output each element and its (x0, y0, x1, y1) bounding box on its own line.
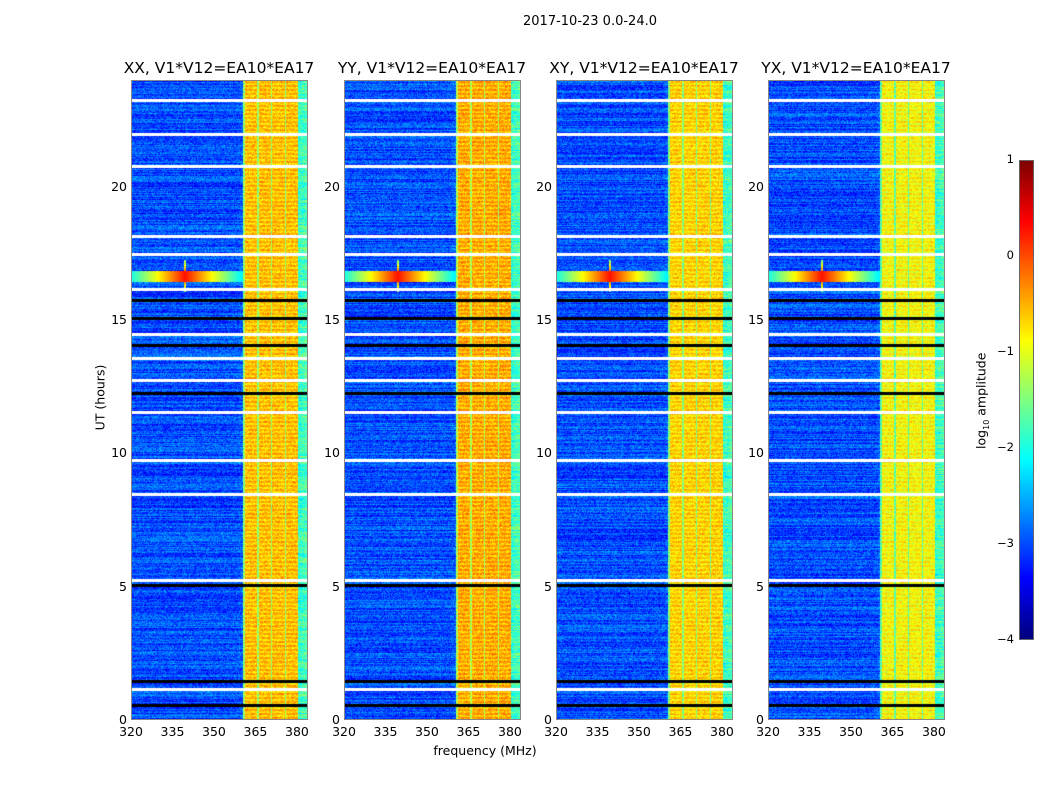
heatmap-panel (344, 80, 521, 720)
x-tick-label: 380 (710, 724, 734, 739)
y-tick-label: 5 (119, 578, 127, 594)
panel-title: YY, V1*V12=EA10*EA17 (337, 59, 527, 77)
panel-title: XX, V1*V12=EA10*EA17 (123, 59, 315, 77)
colorbar-label-sub: 10 (981, 419, 991, 430)
x-tick-label: 380 (922, 724, 946, 739)
panel-title: XY, V1*V12=EA10*EA17 (549, 59, 739, 77)
x-tick-label: 350 (839, 724, 863, 739)
y-tick-label: 15 (324, 312, 340, 327)
heatmap-cells (345, 81, 520, 719)
y-tick-label: 15 (748, 312, 764, 327)
colorbar-label-tail: amplitude (973, 352, 989, 420)
x-tick-label: 365 (243, 724, 268, 739)
y-tick-label: 15 (111, 312, 127, 327)
y-tick-label: 10 (748, 445, 764, 461)
y-tick-label: 0 (544, 712, 552, 727)
colorbar-tick-label: 1 (1006, 152, 1014, 166)
colorbar (1019, 160, 1034, 640)
y-tick-label: 20 (324, 178, 340, 194)
x-tick-label: 365 (668, 724, 693, 739)
x-tick-label: 335 (160, 724, 185, 739)
y-tick-label: 10 (111, 445, 127, 461)
y-tick-label: 0 (332, 712, 340, 727)
x-tick-label: 350 (202, 724, 226, 739)
colorbar-tick-label: −3 (997, 536, 1014, 550)
x-tick-label: 320 (119, 724, 143, 739)
colorbar-tick-label: −1 (997, 344, 1014, 358)
y-tick-label: 10 (324, 445, 340, 461)
x-tick-label: 335 (585, 724, 610, 739)
figure-title: 2017-10-23 0.0-24.0 (523, 14, 657, 29)
y-tick-label: 0 (756, 712, 764, 727)
x-tick-label: 350 (627, 724, 651, 739)
y-tick-label: 15 (536, 312, 552, 327)
y-tick-label: 20 (536, 178, 552, 194)
heatmap-cells (557, 81, 732, 719)
x-tick-label: 365 (456, 724, 481, 739)
colorbar-tick-label: 0 (1006, 248, 1014, 262)
x-tick-label: 335 (373, 724, 398, 739)
y-tick-label: 5 (756, 578, 764, 594)
x-tick-label: 350 (415, 724, 439, 739)
x-tick-label: 335 (797, 724, 822, 739)
y-tick-label: 20 (748, 178, 764, 194)
x-tick-label: 320 (332, 724, 356, 739)
heatmap-cells (769, 81, 944, 719)
y-tick-label: 10 (536, 445, 552, 461)
colorbar-tick-label: −2 (997, 440, 1014, 454)
y-tick-label: 5 (332, 578, 340, 594)
y-axis-label: UT (hours) (92, 364, 108, 431)
colorbar-label-main: log (973, 429, 989, 449)
x-tick-label: 380 (285, 724, 309, 739)
colorbar-label: log10 amplitude (973, 341, 991, 461)
y-tick-label: 20 (111, 178, 127, 194)
x-axis-label: frequency (MHz) (433, 743, 537, 758)
x-tick-label: 320 (756, 724, 780, 739)
heatmap-panel (768, 80, 945, 720)
x-tick-label: 365 (880, 724, 905, 739)
panel-title: YX, V1*V12=EA10*EA17 (761, 59, 951, 77)
x-tick-label: 380 (498, 724, 522, 739)
y-tick-label: 5 (544, 578, 552, 594)
colorbar-gradient (1020, 161, 1033, 639)
colorbar-tick-label: −4 (997, 632, 1014, 646)
heatmap-cells (132, 81, 307, 719)
x-tick-label: 320 (544, 724, 568, 739)
heatmap-panel (556, 80, 733, 720)
y-tick-label: 0 (119, 712, 127, 727)
heatmap-panel (131, 80, 308, 720)
